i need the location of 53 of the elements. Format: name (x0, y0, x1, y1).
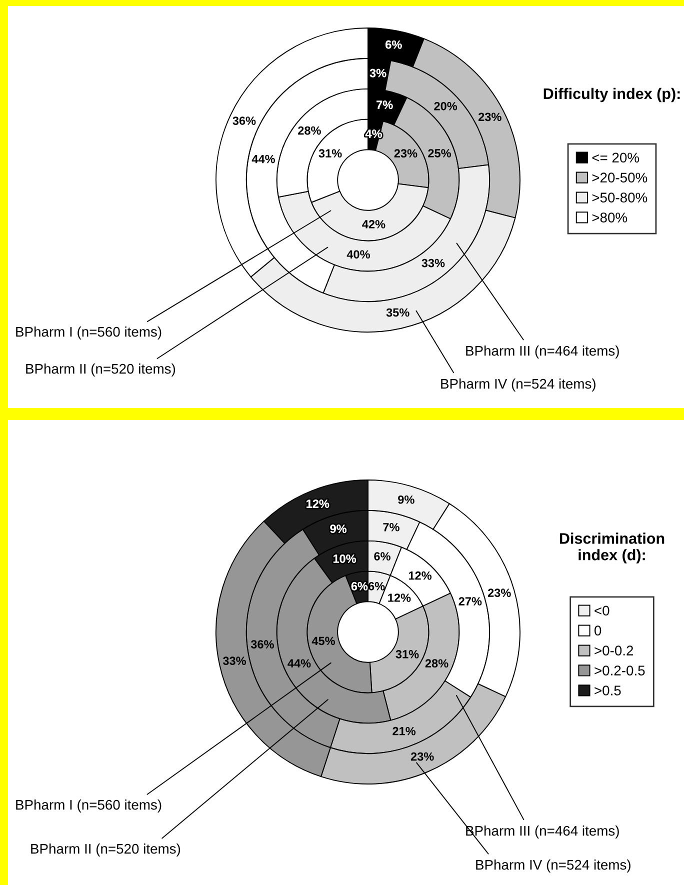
slice-label: BPharm II (n=520 items) (31, 844, 180, 856)
data-label: 12% (306, 500, 330, 508)
data-label: 23% (488, 588, 511, 598)
data-label: 27% (458, 597, 482, 606)
data-label: 10% (333, 554, 356, 563)
data-label: 45% (312, 636, 335, 646)
data-label: 9% (330, 524, 347, 533)
data-label: 28% (425, 659, 448, 668)
data-label: 25% (428, 149, 452, 158)
data-label: 9% (398, 495, 414, 504)
legend-label: >50-80% (592, 192, 648, 202)
data-label: 35% (386, 308, 410, 317)
data-label: 12% (408, 571, 432, 580)
data-label: 36% (232, 116, 256, 125)
data-label: 7% (383, 523, 400, 532)
data-label: 7% (376, 100, 393, 109)
slice-label: BPharm I (n=560 items) (16, 326, 162, 340)
legend-label: >80% (592, 212, 628, 222)
data-label: 23% (478, 112, 502, 122)
legend-label: >0-0.2 (594, 646, 634, 656)
data-label: 31% (318, 149, 342, 158)
slice-label: BPharm IV (n=524 items) (476, 860, 630, 872)
data-label: 42% (362, 220, 386, 228)
slice-label: BPharm II (n=520 items) (26, 364, 176, 376)
data-label: 31% (396, 650, 419, 658)
legend-label: 0 (594, 626, 602, 636)
legend-title: Discrimination index (d): (560, 532, 664, 564)
data-label: 3% (370, 68, 386, 78)
data-label: 33% (222, 656, 246, 666)
data-label: 23% (410, 752, 434, 761)
data-label: 44% (288, 659, 311, 668)
legend-label: <0 (594, 606, 610, 616)
data-label: 20% (434, 102, 458, 110)
data-label: 6% (386, 40, 402, 49)
slice-label: BPharm IV (n=524 items) (441, 378, 596, 392)
legend-label: >20-50% (592, 172, 648, 183)
legend-label: >0.5 (594, 686, 621, 696)
data-label: 33% (422, 258, 445, 268)
data-label: 6% (368, 582, 385, 590)
data-label: 6% (351, 582, 368, 590)
data-label: 36% (250, 640, 274, 649)
data-label: 23% (394, 149, 418, 158)
data-label: 44% (252, 154, 275, 164)
legend-label: >0.2-0.5 (594, 666, 645, 676)
data-label: 12% (388, 594, 411, 602)
slice-label: BPharm III (n=464 items) (466, 346, 619, 358)
legend-title: Difficulty index (p): (544, 88, 680, 102)
legend-label: <= 20% (592, 152, 640, 163)
slice-label: BPharm I (n=560 items) (16, 800, 162, 812)
data-label: 40% (346, 250, 370, 259)
data-label: 6% (374, 552, 390, 561)
data-label: 28% (298, 126, 321, 135)
data-label: 21% (392, 726, 416, 736)
